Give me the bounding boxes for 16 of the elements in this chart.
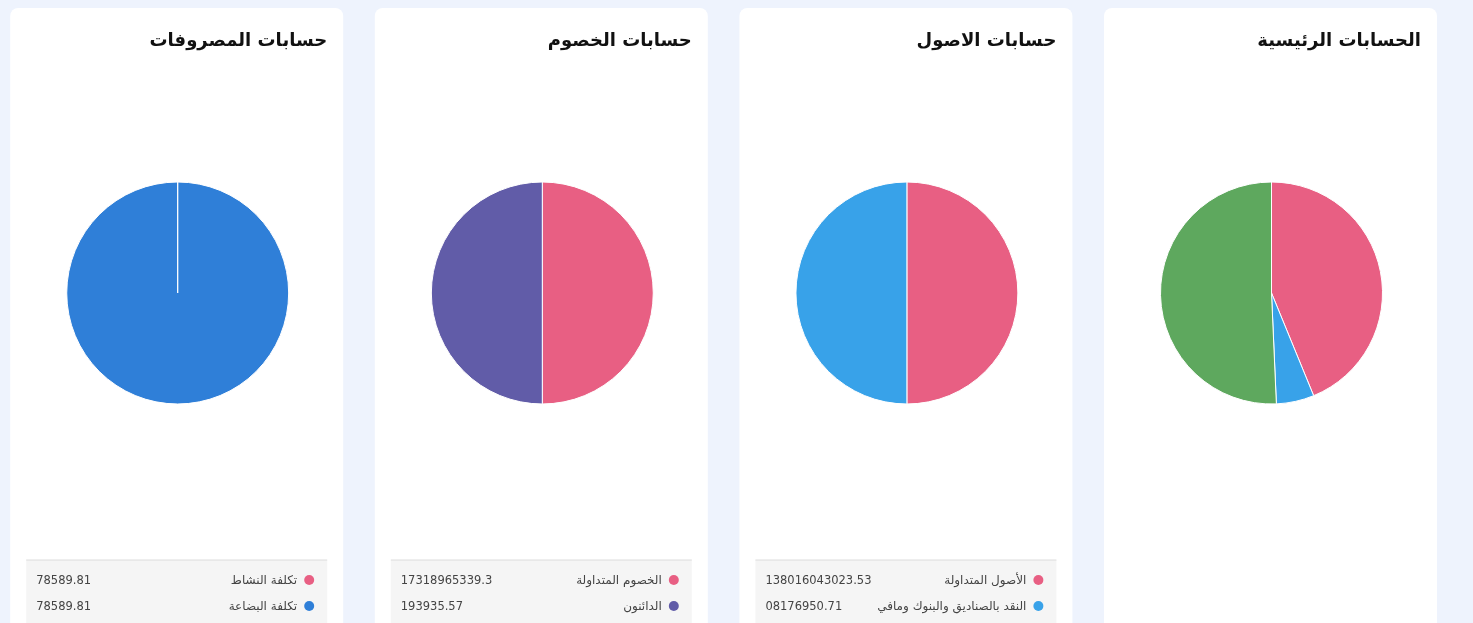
legend-label: تكلفة البضاعة [228, 599, 298, 613]
text: 78589.81 [36, 599, 92, 613]
text: 17318965339.3 [400, 573, 493, 587]
legend-label: النقد بالصناديق والبنوك ومافي [877, 599, 1027, 614]
chart-title: حسابات الخصوم [547, 29, 692, 51]
chart-title: حسابات المصروفات [149, 29, 328, 51]
text: 138016043023.53 [765, 573, 872, 587]
chart-title: حسابات الاصول [916, 29, 1057, 51]
text: 08176950.71 [765, 599, 843, 613]
chart-title: الحسابات الرئيسية [1257, 29, 1421, 51]
legend-label: الدائنون [623, 599, 662, 614]
legend-label: الخصوم المتداولة [576, 573, 662, 588]
legend-label: تكلفة النشاط [230, 573, 298, 587]
legend-label: الأصول المتداولة [944, 572, 1027, 588]
text: 193935.57 [400, 599, 463, 613]
text: 78589.81 [36, 573, 92, 587]
